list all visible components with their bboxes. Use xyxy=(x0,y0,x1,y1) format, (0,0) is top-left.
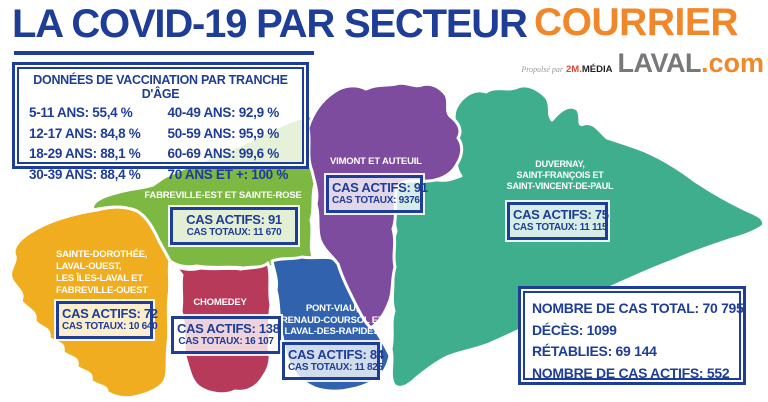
vaccination-row: 12-17 ANS: 84,8 % xyxy=(29,125,141,141)
stats-box-chomedey: CAS ACTIFS: 138 CAS TOTAUX: 16 107 xyxy=(171,316,281,354)
cas-actifs-value: CAS ACTIFS: 75 xyxy=(513,207,609,222)
logo-2m-text: 2M. xyxy=(566,64,582,75)
sector-label-line: PONT-VIAU, xyxy=(305,303,359,314)
sector-label-vimont-auteuil: VIMONT ET AUTEUIL xyxy=(330,156,450,168)
sector-label-line: LAVAL-DES-RAPIDES xyxy=(284,326,380,337)
vaccination-row: 60-69 ANS: 99,6 % xyxy=(167,146,280,161)
logo-laval-text: LAVAL xyxy=(617,48,701,78)
vaccination-left-column: 5-11 ANS: 55,4 % 12-17 ANS: 84,8 % 18-29… xyxy=(29,103,168,185)
cas-totaux-value: CAS TOTAUX: 11 825 xyxy=(288,362,383,373)
cas-totaux-value: CAS TOTAUX: 16 107 xyxy=(178,336,274,347)
vaccination-box-title: DONNÉES DE VACCINATION PAR TRANCHE D'ÂGE xyxy=(33,73,288,101)
sector-label-line: SAINT-VINCENT-DE-PAUL xyxy=(506,180,614,191)
cas-actifs-value: CAS ACTIFS: 91 xyxy=(186,212,282,227)
vaccination-row: 30-39 ANS: 88,4 % xyxy=(29,166,141,182)
vaccination-columns: 5-11 ANS: 55,4 % 12-17 ANS: 84,8 % 18-29… xyxy=(15,101,306,185)
vaccination-right-column: 40-49 ANS: 92,9 % 50-59 ANS: 95,9 % 60-6… xyxy=(168,103,307,185)
sector-label-line: FABREVILLE-OUEST xyxy=(56,285,148,296)
cas-actifs-value: CAS ACTIFS: 91 xyxy=(332,180,428,195)
sector-label-chomedey: CHOMEDEY xyxy=(170,297,270,309)
cas-totaux-value: CAS TOTAUX: 11 670 xyxy=(186,227,282,238)
sector-label-line: CHOMEDEY xyxy=(193,297,247,308)
cas-totaux-value: CAS TOTAUX: 11 115 xyxy=(513,222,608,233)
logo-media-text: MÉDIA xyxy=(581,64,613,75)
sector-label-line: DUVERNAY, xyxy=(535,159,585,169)
sector-label-line: SAINT-FRANÇOIS ET xyxy=(516,169,604,180)
logo-tagline-row: Propulsé par 2M. MÉDIA LAVAL .com xyxy=(498,48,764,79)
cas-actifs-value: CAS ACTIFS: 84 xyxy=(288,347,384,362)
stats-box-sainte-dorothee: CAS ACTIFS: 72 CAS TOTAUX: 10 640 xyxy=(56,301,158,339)
stats-box-pont-viau: CAS ACTIFS: 84 CAS TOTAUX: 11 825 xyxy=(282,342,384,380)
vaccination-row: 5-11 ANS: 55,4 % xyxy=(29,105,133,120)
deaths-line: DÉCÈS: 1099 xyxy=(532,321,617,338)
cas-totaux-value: CAS TOTAUX: 9376 xyxy=(332,195,420,206)
sector-label-line: VIMONT ET AUTEUIL xyxy=(330,156,422,167)
cas-totaux-value: CAS TOTAUX: 10 640 xyxy=(62,321,158,332)
stats-box-vimont-auteuil: CAS ACTIFS: 91 CAS TOTAUX: 9376 xyxy=(326,175,428,213)
page-title: LA COVID-19 PAR SECTEUR xyxy=(12,2,528,46)
vaccination-row: 18-29 ANS: 88,1 % xyxy=(29,146,141,161)
cas-actifs-value: CAS ACTIFS: 72 xyxy=(62,306,158,321)
logo-courrier-text: COURRIER xyxy=(534,1,739,44)
sector-label-line: LAVAL-OUEST, xyxy=(56,261,122,272)
logo-dotcom-text: .com xyxy=(700,48,764,78)
logo-tagline-prefix: Propulsé par xyxy=(521,65,564,74)
sector-label-line: LES ÎLES-LAVAL ET xyxy=(56,273,143,284)
title-underline xyxy=(14,51,314,55)
vaccination-row: 50-59 ANS: 95,9 % xyxy=(167,125,280,141)
vaccination-row: 70 ANS ET +: 100 % xyxy=(167,166,289,182)
sector-label-line: SAINTE-DOROTHÉE, xyxy=(56,249,148,260)
sector-label-pont-viau: PONT-VIAU, RENAUD-COURSOL ET LAVAL-DES-R… xyxy=(281,303,384,338)
total-cases-line: NOMBRE DE CAS TOTAL: 70 795 xyxy=(532,300,744,316)
vaccination-data-box: DONNÉES DE VACCINATION PAR TRANCHE D'ÂGE… xyxy=(12,62,309,182)
totals-box-content: NOMBRE DE CAS TOTAL: 70 795 DÉCÈS: 1099 … xyxy=(521,289,744,384)
sector-label-line: RENAUD-COURSOL ET xyxy=(281,314,384,326)
vaccination-row: 40-49 ANS: 92,9 % xyxy=(167,105,280,120)
sector-label-duvernay: DUVERNAY, SAINT-FRANÇOIS ET SAINT-VINCEN… xyxy=(492,159,628,191)
totals-box: NOMBRE DE CAS TOTAL: 70 795 DÉCÈS: 1099 … xyxy=(518,286,746,385)
cas-actifs-value: CAS ACTIFS: 138 xyxy=(177,321,280,336)
sector-label-fabreville-est-sainte-rose: FABREVILLE-EST ET SAINTE-ROSE xyxy=(138,190,308,202)
stats-box-duvernay: CAS ACTIFS: 75 CAS TOTAUX: 11 115 xyxy=(507,202,609,240)
recovered-line: RÉTABLIES: 69 144 xyxy=(532,343,657,359)
sector-label-line: FABREVILLE-EST ET SAINTE-ROSE xyxy=(144,190,302,201)
stats-box-fabreville-est-sainte-rose: CAS ACTIFS: 91 CAS TOTAUX: 11 670 xyxy=(170,207,298,245)
sector-label-sainte-dorothee: SAINTE-DOROTHÉE, LAVAL-OUEST, LES ÎLES-L… xyxy=(56,249,168,297)
active-cases-line: NOMBRE DE CAS ACTIFS: 552 xyxy=(532,364,730,381)
